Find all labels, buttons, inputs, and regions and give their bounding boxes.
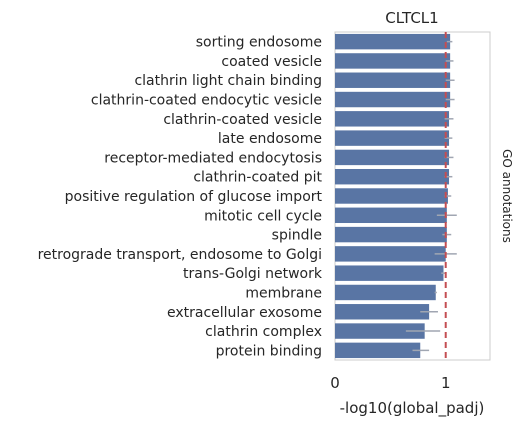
category-label: sorting endosome — [196, 35, 322, 51]
bar — [335, 265, 444, 281]
bar — [335, 130, 450, 146]
bar — [335, 53, 451, 69]
bar — [335, 226, 447, 243]
bar — [335, 304, 430, 320]
bar — [335, 284, 436, 301]
y-axis-label: GO annotations — [500, 149, 514, 243]
bar — [335, 246, 446, 262]
category-label: clathrin-coated endocytic vesicle — [91, 93, 322, 109]
category-labels: sorting endosome coated vesicle clathrin l… — [38, 35, 323, 360]
category-label: clathrin light chain binding — [134, 73, 322, 89]
bars-group — [335, 33, 451, 359]
bar — [335, 342, 421, 359]
category-label: clathrin-coated vesicle — [163, 112, 322, 128]
x-tick-label: 0 — [330, 374, 340, 392]
category-label: spindle — [272, 228, 322, 244]
x-axis-label: -log10(global_padj) — [340, 399, 485, 418]
category-label: late endosome — [218, 131, 322, 147]
bar — [335, 207, 447, 224]
bar — [335, 33, 451, 50]
category-label: retrograde transport, endosome to Golgi — [38, 247, 322, 263]
category-label: trans-Golgi network — [183, 266, 323, 282]
bar — [335, 149, 450, 166]
bar — [335, 111, 450, 127]
bar — [335, 72, 451, 88]
category-label: clathrin complex — [205, 324, 322, 340]
bar — [335, 168, 450, 185]
category-label: clathrin-coated pit — [193, 170, 322, 186]
category-label: mitotic cell cycle — [204, 208, 322, 224]
category-label: receptor-mediated endocytosis — [104, 150, 322, 166]
category-label: membrane — [245, 285, 322, 301]
bar — [335, 91, 451, 108]
category-label: extracellular exosome — [167, 305, 322, 321]
x-tick-label: 1 — [441, 374, 451, 392]
bar — [335, 188, 448, 204]
category-label: positive regulation of glucose import — [65, 189, 323, 205]
chart-title: CLTCL1 — [385, 9, 438, 27]
category-label: protein binding — [216, 343, 322, 359]
category-label: coated vesicle — [221, 54, 322, 70]
bar — [335, 323, 425, 339]
